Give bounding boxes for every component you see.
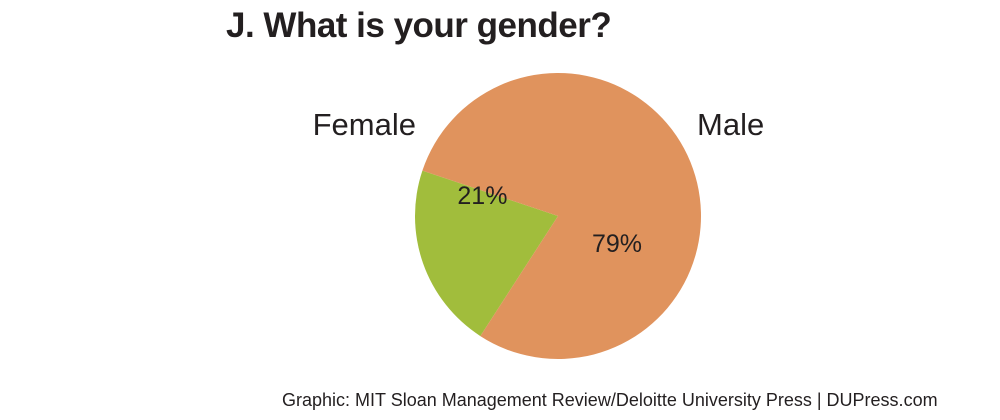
source-credit: Graphic: MIT Sloan Management Review/Del…: [282, 390, 938, 410]
pie-value-label-male: 79%: [592, 230, 642, 258]
pie-category-label-male: Male: [697, 107, 764, 142]
pie-slice-male: [422, 72, 701, 360]
pie-category-label-female: Female: [313, 107, 416, 142]
pie-labels: 21% Female 79% Male: [313, 107, 765, 258]
pie-slice-female: [414, 170, 558, 337]
pie-value-label-female: 21%: [457, 182, 507, 210]
pie-chart: 21% Female 79% Male: [313, 72, 765, 360]
pie-slices: [414, 72, 701, 360]
chart-title: J. What is your gender?: [226, 6, 612, 45]
